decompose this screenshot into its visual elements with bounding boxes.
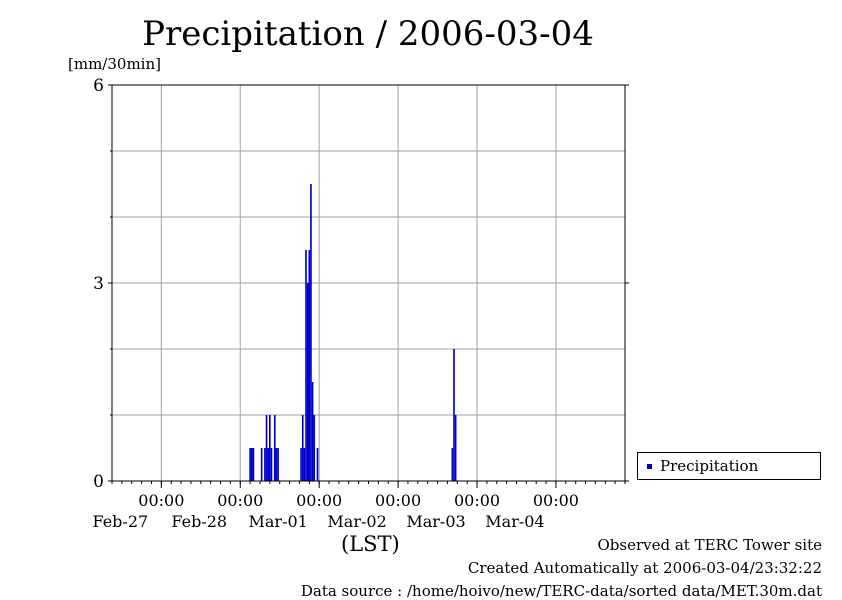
precipitation-bar xyxy=(313,415,316,481)
x-tick-time-label: 00:00 xyxy=(138,491,184,510)
precipitation-bar xyxy=(311,382,314,481)
x-tick-date-label: Feb-27 xyxy=(92,512,148,531)
x-tick-time-label: 00:00 xyxy=(454,491,500,510)
precipitation-bar xyxy=(252,448,255,481)
precipitation-bar xyxy=(305,250,307,481)
x-tick-date-label: Mar-03 xyxy=(406,512,465,531)
x-axis-label: (LST) xyxy=(341,532,400,556)
precipitation-bar xyxy=(310,184,312,481)
precipitation-bar xyxy=(267,448,270,481)
precipitation-bar xyxy=(277,448,279,481)
chart-title: Precipitation / 2006-03-04 xyxy=(142,14,594,54)
precipitation-bar xyxy=(249,448,251,481)
precipitation-bar xyxy=(273,415,276,481)
precipitation-bar xyxy=(301,415,304,481)
legend-swatch xyxy=(647,464,652,469)
x-tick-date-label: Mar-01 xyxy=(249,512,308,531)
precipitation-bar xyxy=(453,349,455,481)
precipitation-bar xyxy=(303,448,306,481)
precipitation-bar xyxy=(265,415,268,481)
x-tick-date-label: Mar-02 xyxy=(327,512,386,531)
legend-label: Precipitation xyxy=(660,457,759,475)
precipitation-bar xyxy=(454,415,457,481)
footer-created: Created Automatically at 2006-03-04/23:3… xyxy=(467,559,822,577)
y-tick-label: 6 xyxy=(93,76,104,96)
legend: Precipitation xyxy=(637,452,821,480)
precipitation-bar xyxy=(264,448,266,481)
footer-source: Data source : /home/hoivo/new/TERC-data/… xyxy=(300,582,822,600)
y-tick-label: 0 xyxy=(93,472,104,492)
footer-observed: Observed at TERC Tower site xyxy=(597,536,822,554)
precipitation-bar xyxy=(306,283,309,481)
x-tick-time-label: 00:00 xyxy=(296,491,342,510)
x-tick-date-label: Feb-28 xyxy=(171,512,227,531)
precipitation-bar xyxy=(250,448,253,481)
precipitation-bar xyxy=(451,448,454,481)
x-tick-date-label: Mar-04 xyxy=(485,512,544,531)
precipitation-bar xyxy=(269,415,271,481)
precipitation-bar xyxy=(300,448,302,481)
x-tick-time-label: 00:00 xyxy=(217,491,263,510)
precipitation-bar xyxy=(316,448,319,481)
precipitation-bar xyxy=(270,448,273,481)
y-tick-label: 3 xyxy=(93,274,104,294)
precipitation-bar xyxy=(275,448,278,481)
precipitation-bar xyxy=(260,448,263,481)
y-axis-unit-label: [mm/30min] xyxy=(68,55,161,73)
x-tick-time-label: 00:00 xyxy=(533,491,579,510)
x-tick-time-label: 00:00 xyxy=(375,491,421,510)
precipitation-bar xyxy=(308,250,311,481)
